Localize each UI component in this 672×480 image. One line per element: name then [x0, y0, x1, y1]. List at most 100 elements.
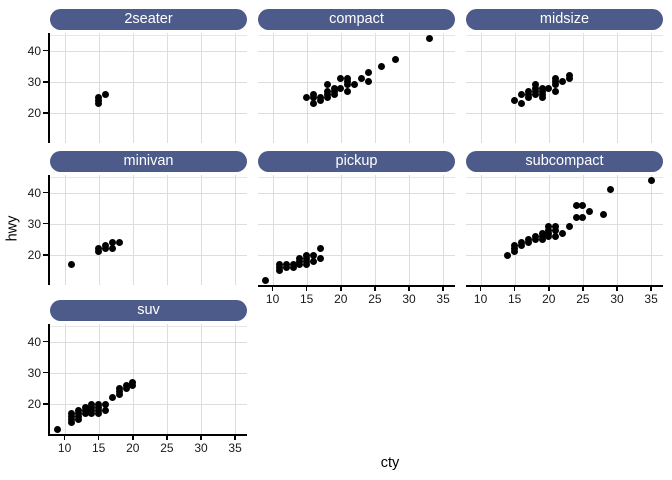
data-point	[323, 81, 331, 89]
gridline-x	[235, 175, 237, 285]
x-axis-tick-label: 30	[402, 292, 416, 306]
gridline-x	[201, 33, 202, 143]
facet-panel	[50, 175, 247, 285]
x-axis-tick	[132, 436, 134, 440]
data-point	[275, 260, 283, 268]
gridline-y-minor	[50, 176, 247, 178]
gridline-y	[50, 372, 247, 374]
x-axis-tick	[650, 287, 652, 291]
facet-strip: suv	[50, 300, 247, 321]
x-axis-tick	[548, 287, 550, 291]
data-point	[310, 257, 317, 265]
gridline-x	[582, 33, 584, 143]
y-axis-tick	[43, 222, 48, 225]
data-point	[531, 232, 539, 240]
gridline-x	[340, 175, 342, 285]
data-point	[565, 72, 573, 79]
data-point	[579, 201, 587, 209]
data-point	[337, 84, 345, 92]
gridline-y-minor	[50, 34, 247, 36]
gridline-x	[64, 324, 66, 434]
gridline-y	[258, 192, 455, 194]
data-point	[102, 400, 109, 408]
x-axis-tick	[408, 287, 410, 291]
data-point	[559, 229, 566, 237]
data-point	[54, 425, 62, 433]
x-axis-tick-label: 25	[368, 292, 382, 306]
y-axis-tick	[43, 49, 48, 52]
data-point	[316, 245, 324, 253]
facet-strip: subcompact	[466, 151, 663, 172]
x-axis-tick	[374, 287, 376, 291]
data-point	[552, 223, 560, 231]
gridline-x	[651, 33, 653, 143]
x-axis-tick	[305, 287, 308, 291]
data-point	[102, 90, 109, 98]
gridline-x	[166, 33, 168, 143]
facet-panel	[50, 33, 247, 143]
data-point	[606, 185, 614, 193]
x-axis-tick-label: 15	[92, 441, 106, 455]
gridline-x	[235, 33, 237, 143]
data-point	[115, 384, 123, 392]
data-point	[323, 87, 331, 95]
data-point	[511, 97, 519, 104]
gridline-y-minor	[258, 34, 455, 36]
x-axis-tick	[234, 436, 236, 440]
gridline-x	[201, 324, 202, 434]
data-point	[426, 34, 433, 42]
x-axis-tick-label: 20	[126, 441, 140, 455]
facet-strip-label: pickup	[335, 153, 378, 169]
data-point	[599, 210, 607, 218]
data-point	[88, 400, 96, 408]
gridline-y	[50, 404, 247, 405]
gridline-y	[50, 192, 247, 194]
x-axis-line	[466, 285, 663, 287]
data-point	[364, 68, 372, 76]
data-point	[102, 242, 109, 250]
gridline-y-minor	[466, 34, 663, 36]
gridline-x	[98, 33, 100, 143]
gridline-y-minor	[50, 325, 247, 327]
data-point	[545, 84, 553, 92]
data-point	[511, 242, 519, 250]
data-point	[364, 78, 372, 86]
gridline-x	[98, 324, 100, 434]
gridline-x	[480, 175, 482, 285]
gridline-x	[166, 175, 168, 285]
x-axis-tick-label: 15	[508, 292, 522, 306]
facet-strip-label: 2seater	[124, 11, 173, 27]
gridline-y	[258, 50, 455, 52]
data-point	[538, 84, 546, 92]
gridline-y	[258, 255, 455, 256]
gridline-y	[466, 50, 663, 52]
y-axis-line	[48, 33, 50, 143]
data-point	[391, 56, 399, 64]
gridline-x	[443, 175, 445, 285]
data-point	[282, 260, 290, 268]
data-point	[115, 239, 123, 246]
gridline-y-minor	[466, 176, 663, 178]
y-axis-tick	[43, 81, 48, 83]
gridline-x	[617, 33, 618, 143]
gridline-y	[466, 113, 663, 114]
x-axis-tick	[442, 287, 444, 291]
data-point	[74, 406, 82, 414]
data-point	[95, 245, 103, 253]
facet-strip-label: minivan	[123, 153, 174, 169]
x-axis-tick-label: 35	[644, 292, 658, 306]
data-point	[545, 226, 553, 234]
facet-panel	[258, 33, 455, 143]
data-point	[524, 87, 532, 95]
gridline-x	[514, 175, 516, 285]
x-axis-title: cty	[380, 455, 400, 471]
data-point	[545, 223, 553, 231]
gridline-x	[409, 175, 410, 285]
x-axis-tick-label: 35	[228, 441, 242, 455]
x-axis-line	[50, 434, 247, 436]
data-point	[303, 251, 311, 259]
gridline-x	[306, 33, 308, 143]
x-axis-tick	[582, 287, 584, 291]
